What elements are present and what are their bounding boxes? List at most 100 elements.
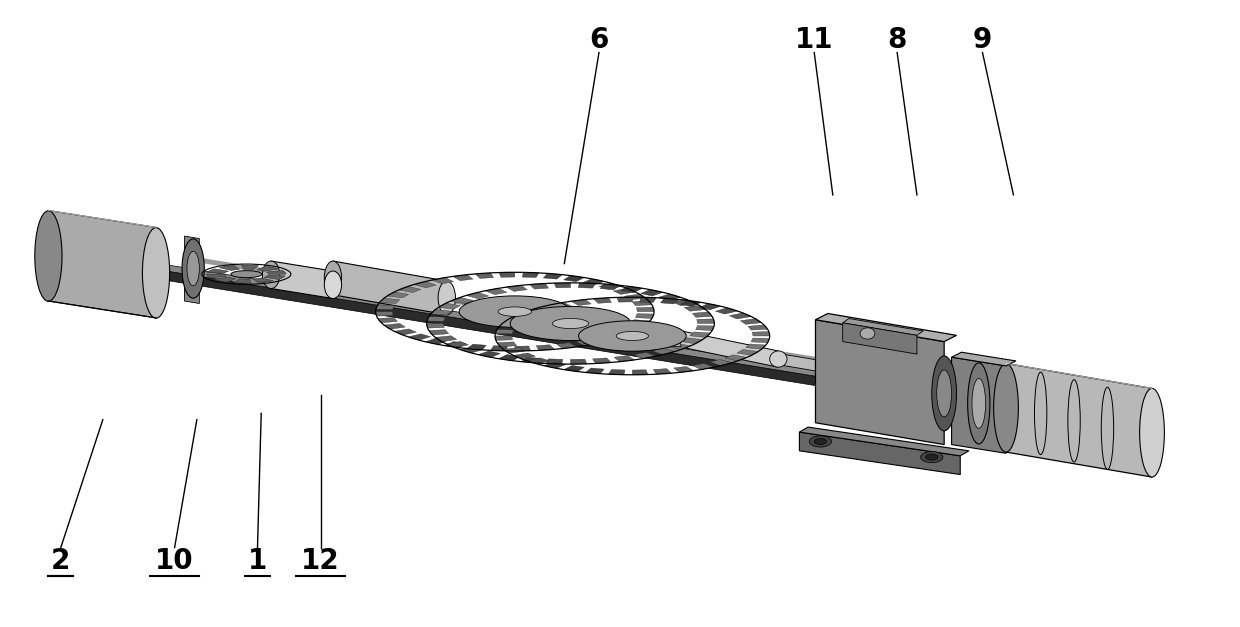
Polygon shape [621,325,642,331]
Ellipse shape [182,239,205,298]
Polygon shape [636,307,653,312]
Polygon shape [616,297,632,302]
Polygon shape [498,323,520,328]
Polygon shape [661,298,680,304]
Ellipse shape [325,261,342,295]
Polygon shape [546,359,563,364]
Polygon shape [529,283,548,289]
Polygon shape [207,269,228,273]
Polygon shape [48,211,156,318]
Polygon shape [668,344,691,350]
Text: 6: 6 [589,26,609,54]
Ellipse shape [510,307,631,340]
Polygon shape [467,344,486,350]
Polygon shape [267,270,286,274]
Text: 2: 2 [51,547,71,576]
Ellipse shape [972,379,986,428]
Polygon shape [379,298,399,303]
Polygon shape [699,303,720,310]
Polygon shape [1006,364,1152,477]
Polygon shape [497,342,517,347]
Ellipse shape [579,321,686,351]
Polygon shape [564,366,584,372]
Polygon shape [585,368,604,374]
Polygon shape [697,319,714,324]
Ellipse shape [187,251,200,286]
Ellipse shape [498,307,532,317]
Polygon shape [609,369,625,375]
Polygon shape [724,355,746,361]
Polygon shape [670,329,779,367]
Polygon shape [693,364,714,369]
Polygon shape [445,342,466,348]
Polygon shape [551,302,572,308]
Polygon shape [432,278,454,284]
Polygon shape [951,357,1006,453]
Polygon shape [185,236,200,303]
Polygon shape [429,330,449,335]
Polygon shape [264,275,285,280]
Circle shape [920,451,942,463]
Polygon shape [800,432,960,475]
Polygon shape [495,329,513,334]
Polygon shape [450,297,474,303]
Polygon shape [584,329,681,347]
Polygon shape [272,261,334,298]
Ellipse shape [143,228,170,318]
Polygon shape [242,265,259,270]
Ellipse shape [231,271,262,278]
Polygon shape [635,314,653,319]
Polygon shape [430,310,451,315]
Polygon shape [621,286,642,292]
Polygon shape [711,359,732,366]
Polygon shape [745,344,766,349]
Polygon shape [737,350,759,356]
Polygon shape [465,303,565,323]
Polygon shape [495,336,512,340]
Polygon shape [564,275,584,282]
Ellipse shape [35,211,62,302]
Ellipse shape [325,271,342,298]
Polygon shape [376,312,393,316]
Polygon shape [544,362,565,368]
Circle shape [815,438,827,445]
Polygon shape [427,317,445,321]
Polygon shape [408,334,430,340]
Ellipse shape [438,281,455,315]
Polygon shape [533,306,554,312]
Polygon shape [816,314,956,342]
Polygon shape [600,284,620,290]
Polygon shape [740,319,761,324]
Polygon shape [577,339,598,345]
Polygon shape [460,347,484,353]
Ellipse shape [552,319,589,329]
Polygon shape [503,347,525,353]
Polygon shape [518,311,539,317]
Polygon shape [689,332,711,337]
Polygon shape [729,313,751,319]
Ellipse shape [931,356,956,431]
Polygon shape [425,338,448,344]
Text: 1: 1 [248,547,267,576]
Polygon shape [82,251,1102,423]
Polygon shape [578,283,595,288]
Polygon shape [800,427,968,456]
Circle shape [810,436,832,447]
Polygon shape [414,282,436,288]
Polygon shape [673,299,696,305]
Polygon shape [658,294,681,300]
Polygon shape [570,359,587,364]
Ellipse shape [616,332,649,340]
Polygon shape [681,338,702,344]
Ellipse shape [993,364,1018,452]
Polygon shape [751,338,770,343]
Ellipse shape [861,328,875,339]
Polygon shape [684,305,706,311]
Polygon shape [82,257,1102,432]
Polygon shape [219,266,239,270]
Polygon shape [466,292,489,298]
Polygon shape [521,357,541,363]
Polygon shape [748,325,768,330]
Polygon shape [632,370,649,375]
Ellipse shape [967,363,990,444]
